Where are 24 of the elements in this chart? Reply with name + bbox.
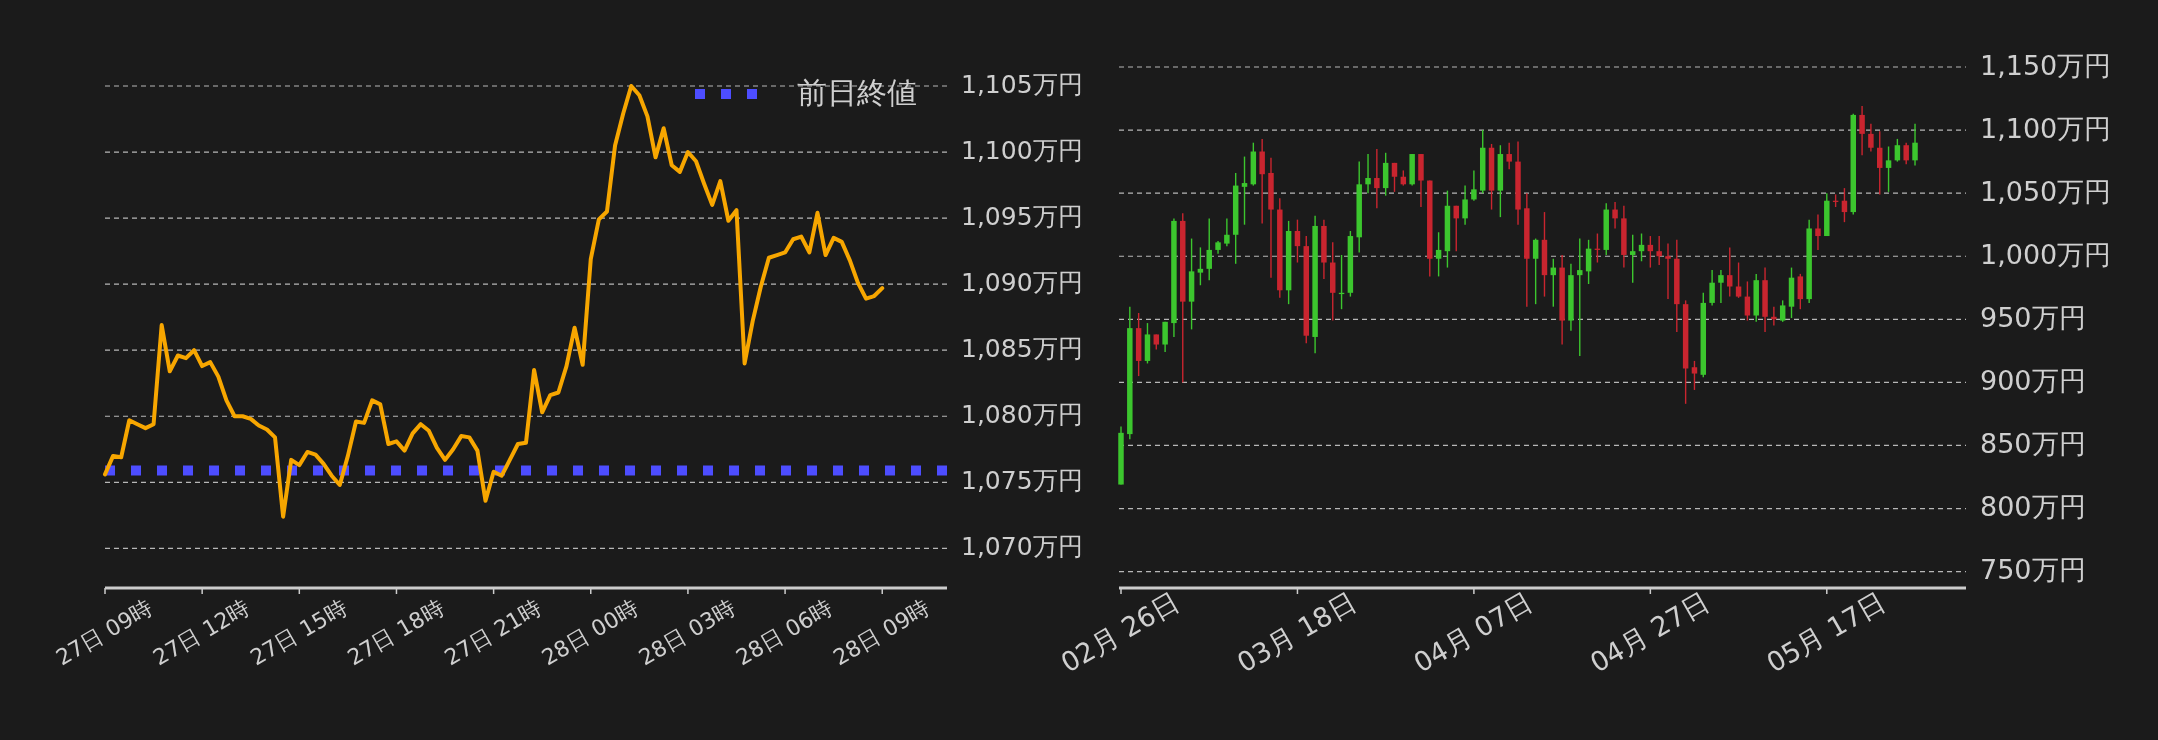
legend: 前日終値 [695, 74, 917, 110]
y-tick-label: 1,080万円 [961, 400, 1083, 430]
x-tick-label: 02月 26日 [1055, 586, 1185, 679]
y-tick-label: 1,100万円 [961, 136, 1083, 166]
y-tick-label: 1,075万円 [961, 466, 1083, 496]
y-tick-label: 1,000万円 [1980, 238, 2112, 270]
y-tick-label: 950万円 [1980, 301, 2086, 333]
y-tick-label: 1,050万円 [1980, 175, 2112, 207]
y-tick-label: 1,090万円 [961, 268, 1083, 298]
y-tick-label: 900万円 [1980, 364, 2086, 396]
y-tick-label: 1,070万円 [961, 532, 1083, 562]
y-tick-label: 1,100万円 [1980, 112, 2112, 144]
legend-label: 前日終値 [797, 74, 917, 110]
x-tick-label: 04月 27日 [1584, 586, 1714, 679]
y-tick-label: 800万円 [1980, 491, 2086, 523]
x-tick-label: 03月 18日 [1231, 586, 1362, 679]
x-tick-label: 05月 17日 [1761, 586, 1891, 679]
y-tick-label: 1,150万円 [1980, 49, 2112, 81]
y-tick-label: 750万円 [1980, 554, 2086, 586]
y-tick-label: 850万円 [1980, 427, 2086, 459]
x-tick-label: 04月 07日 [1408, 586, 1538, 679]
y-tick-label: 1,085万円 [961, 334, 1083, 364]
y-tick-label: 1,105万円 [961, 70, 1083, 99]
y-tick-label: 1,095万円 [961, 202, 1083, 232]
